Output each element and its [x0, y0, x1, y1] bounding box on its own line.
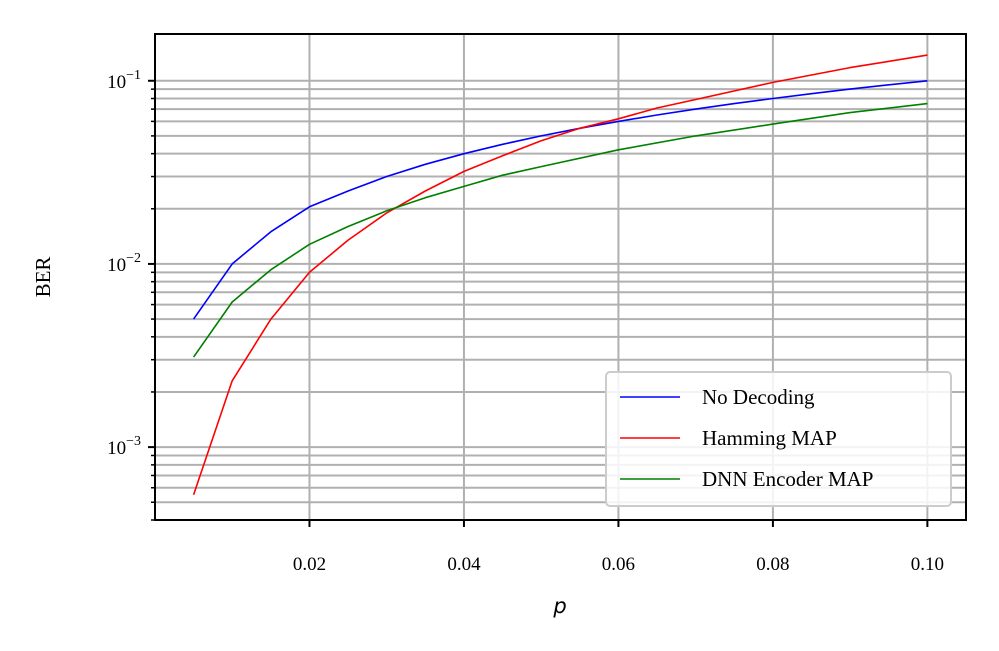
x-axis-label: p: [552, 594, 566, 618]
series-lines: [192, 54, 928, 495]
x-tick-label: 0.10: [911, 554, 944, 575]
x-tick-label: 0.04: [447, 554, 481, 575]
y-tick-label-exponent: −1: [126, 68, 141, 83]
y-tick-label-exponent: −2: [126, 251, 141, 266]
y-axis-label: BER: [31, 257, 55, 298]
series-line-no-decoding: [192, 80, 928, 320]
y-tick-label-exponent: −3: [126, 434, 141, 449]
y-tick-label-base: 10: [107, 255, 126, 276]
legend: No Decoding Hamming MAP DNN Encoder MAP: [605, 371, 952, 507]
legend-box: [605, 371, 952, 507]
x-tick-label: 0.02: [293, 554, 326, 575]
series-line-hamming-map: [192, 54, 928, 495]
x-tick-label: 0.08: [756, 554, 789, 575]
legend-label-no-decoding: No Decoding: [702, 385, 815, 409]
series-line-dnn-encoder-map: [192, 102, 928, 358]
y-tick-label-base: 10: [107, 72, 126, 93]
y-tick-label: 10−3: [107, 434, 141, 459]
y-tick-label: 10−1: [107, 68, 141, 93]
plot-frame: [154, 33, 967, 521]
legend-label-dnn-encoder-map: DNN Encoder MAP: [702, 467, 873, 491]
legend-label-hamming-map: Hamming MAP: [702, 426, 837, 450]
y-tick-label: 10−2: [107, 251, 141, 276]
x-tick-label: 0.06: [602, 554, 635, 575]
y-tick-label-base: 10: [107, 438, 126, 459]
